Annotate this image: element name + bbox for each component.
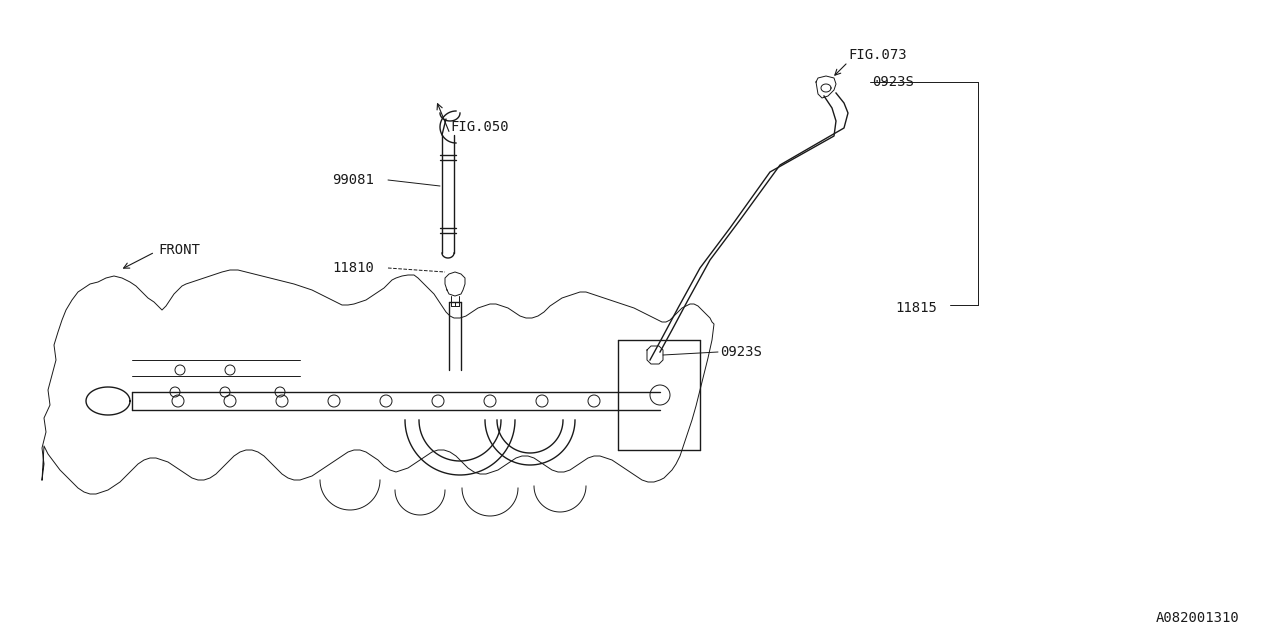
Text: 11810: 11810: [332, 261, 374, 275]
Text: 0923S: 0923S: [721, 345, 762, 359]
Text: FRONT: FRONT: [157, 243, 200, 257]
Text: FIG.050: FIG.050: [451, 120, 508, 134]
Text: 0923S: 0923S: [872, 75, 914, 89]
Text: 99081: 99081: [332, 173, 374, 187]
Text: FIG.073: FIG.073: [849, 48, 906, 62]
Text: A082001310: A082001310: [1156, 611, 1240, 625]
Text: 11815: 11815: [895, 301, 937, 315]
